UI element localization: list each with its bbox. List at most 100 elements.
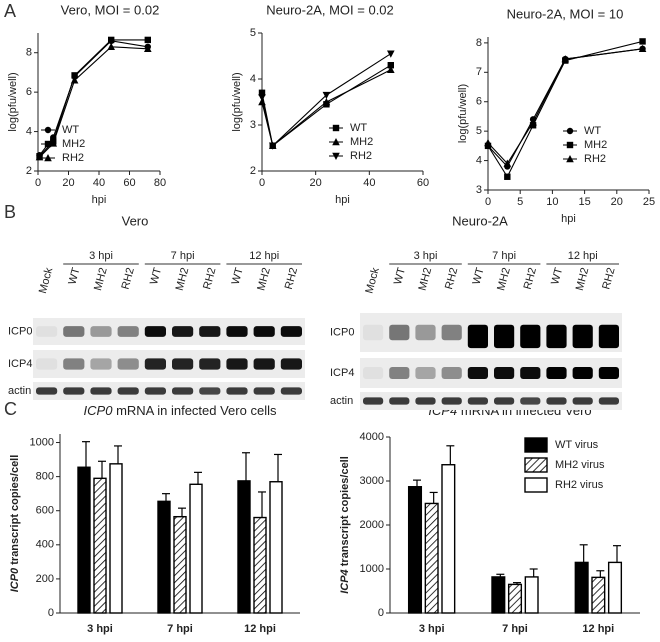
bar [524,576,539,614]
lane-group-label: 7 hpi [171,250,195,262]
y-tick-label: 5 [476,125,482,137]
legend-label: MH2 [350,136,373,148]
blot-band [467,397,488,405]
blot-band [226,326,248,337]
blot-band [415,324,436,341]
blot-band [90,358,112,370]
y-tick-label: 4 [250,73,256,85]
blot-band [144,358,166,370]
blot-band [280,358,302,370]
lane-label: WT [392,266,408,286]
bar [93,477,107,614]
x-tick-label: 0 [259,177,265,189]
y-tick-label: 3000 [360,475,384,487]
x-tick-label: 3 hpi [419,623,445,635]
panel-label: C [4,399,17,419]
x-tick-label: 25 [643,196,655,208]
data-point [70,76,79,84]
y-tick-label: 0 [378,607,384,619]
x-tick-label: 60 [123,177,135,189]
blot-band [144,387,166,395]
blot-band [494,324,515,349]
legend-marker [44,126,52,134]
x-axis-label: hpi [92,194,107,206]
legend-marker [332,124,340,132]
blot-title: Neuro-2A [452,213,508,228]
legend-label: MH2 [584,139,607,151]
blot-band [90,326,112,337]
blot-band [415,397,436,405]
bar [441,464,456,614]
y-tick-label: 6 [26,86,32,98]
blot-band [520,367,541,379]
y-tick-label: 2 [26,165,32,177]
blot-band [172,358,194,370]
y-tick-label: 3 [476,184,482,196]
y-tick-label: 6 [476,96,482,108]
legend-label: RH2 [350,150,372,162]
blot-band [572,397,593,405]
series-line [487,48,643,168]
blot-band [117,387,139,395]
series-line [261,53,392,147]
data-point [71,72,78,79]
legend-label: RH2 [62,152,84,164]
lane-label: WT [471,266,487,286]
chart-title: Neuro-2A, MOI = 10 [507,6,624,21]
legend-marker [566,141,574,149]
lane-label: WT [148,266,164,286]
blot-band [520,397,541,405]
blot-band [199,358,221,370]
lane-label: RH2 [443,266,460,290]
blot-band [441,324,462,341]
data-point [387,62,394,69]
chart-title: ICP0 mRNA in infected Vero cells [84,403,277,418]
blot-band [117,326,139,337]
blot-band [253,387,275,395]
bar [607,561,623,614]
blot-band [520,324,541,349]
blot-band [572,367,593,379]
data-point [108,36,115,44]
lane-group-label: 7 hpi [492,250,516,262]
bar [507,583,523,614]
data-point [387,65,395,73]
y-tick-label: 8 [26,47,32,59]
lane-group-label: 12 hpi [249,250,279,262]
lane-label: RH2 [120,266,137,290]
blot-band [280,387,302,395]
blot-band [598,324,619,349]
bar [173,515,187,614]
blot-band [546,324,567,349]
legend-label: WT virus [555,439,599,451]
blot-band [598,367,619,379]
y-axis-label-gene: ICP0 [9,567,21,592]
x-tick-label: 0 [35,177,41,189]
legend-marker [566,155,574,163]
blot-row-label: ICP4 [330,367,354,379]
data-point [35,153,44,161]
data-point [258,89,266,96]
blot-row-label: actin [8,385,31,397]
lane-label: MH2 [255,266,273,292]
bar [253,516,267,614]
blot-title: Vero [122,213,149,228]
bar [269,481,283,614]
legend-label: RH2 [584,153,606,165]
x-tick-label: 7 hpi [167,623,193,635]
blot-row-label: actin [330,395,353,407]
y-axis-label: log(pfu/well) [7,72,19,131]
bar [407,486,423,614]
lane-label: RH2 [283,266,300,290]
legend-label: WT [584,125,601,137]
blot-band [36,326,58,337]
data-point [144,44,152,52]
bar [109,463,123,614]
y-tick-label: 4000 [360,431,384,443]
bar [189,483,203,614]
legend-label: RH2 virus [555,479,604,491]
panel-label: B [4,202,16,222]
blot-band [63,387,85,395]
y-tick-label: 5 [250,27,256,39]
bar [157,500,171,614]
